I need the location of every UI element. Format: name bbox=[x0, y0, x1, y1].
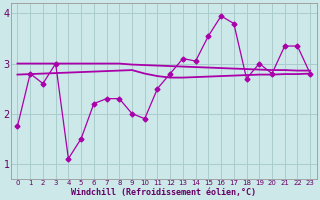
X-axis label: Windchill (Refroidissement éolien,°C): Windchill (Refroidissement éolien,°C) bbox=[71, 188, 256, 197]
